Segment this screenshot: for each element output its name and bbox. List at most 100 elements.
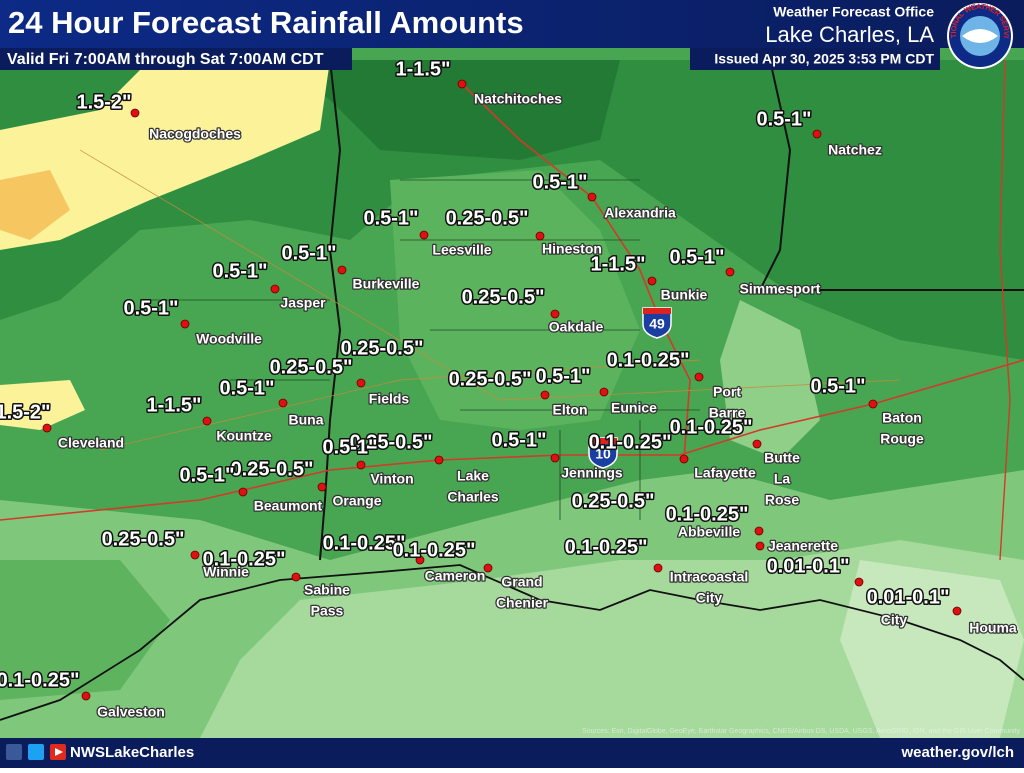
city-label: Buna xyxy=(289,412,324,428)
rainfall-label: 0.5-1" xyxy=(669,246,724,268)
rainfall-label: 0.5-1" xyxy=(322,436,377,458)
city-dot xyxy=(434,455,444,465)
city-label: Alexandria xyxy=(604,205,676,221)
rainfall-label: 0.5-1" xyxy=(281,242,336,264)
city-label: Chenier xyxy=(496,595,549,611)
city-label: Kountze xyxy=(216,428,271,444)
high-rain-area xyxy=(0,380,85,430)
coastline xyxy=(0,564,1024,721)
rainfall-label: 0.5-1" xyxy=(756,108,811,130)
city-dot xyxy=(356,460,366,470)
parish-boundary xyxy=(140,179,700,520)
rainfall-label: 0.5-1" xyxy=(532,171,587,193)
city-dot xyxy=(854,577,864,587)
city-label: Charles xyxy=(447,489,499,505)
highest-rain-area xyxy=(0,170,70,240)
rainfall-label: 0.01-0.1" xyxy=(867,586,950,608)
city-label: Burkeville xyxy=(353,276,420,292)
facebook-icon[interactable] xyxy=(6,744,22,760)
city-dot xyxy=(130,108,140,118)
city-dot xyxy=(535,231,545,241)
rainfall-label: 0.5-1" xyxy=(810,375,865,397)
city-label: Rouge xyxy=(880,431,924,447)
city-dot xyxy=(238,487,248,497)
interstate-shield xyxy=(589,438,617,444)
city-label: Pass xyxy=(311,603,344,619)
city-label: Lafayette xyxy=(694,465,756,481)
website[interactable]: weather.gov/lch xyxy=(900,744,1014,761)
city-label: Cameron xyxy=(425,568,486,584)
city-dot xyxy=(419,230,429,240)
city-dot xyxy=(755,541,765,551)
shield-number: 10 xyxy=(595,446,611,462)
rainfall-label: 0.25-0.5" xyxy=(270,356,353,378)
city-label: Bunkie xyxy=(661,287,708,303)
state-boundary xyxy=(319,59,342,561)
city-dot xyxy=(653,563,663,573)
twitter-icon[interactable] xyxy=(28,744,44,760)
rainfall-label: 0.1-0.25" xyxy=(323,532,406,554)
city-label: Houma xyxy=(969,620,1017,636)
city-dot xyxy=(599,387,609,397)
city-dot xyxy=(415,555,425,565)
city-label: Leesville xyxy=(432,242,491,258)
city-dot xyxy=(356,378,366,388)
lightest-rain-area xyxy=(840,560,1024,738)
city-label: Natchitoches xyxy=(474,91,562,107)
rainfall-label: 0.5-1" xyxy=(179,464,234,486)
moderate-rain-area xyxy=(0,560,170,700)
city-label: Abbeville xyxy=(678,524,740,540)
city-label: Hineston xyxy=(542,241,602,257)
city-label: City xyxy=(696,590,723,606)
city-label: Port xyxy=(713,384,741,400)
rainfall-label: 0.1-0.25" xyxy=(670,416,753,438)
heavy-rain-area xyxy=(280,60,620,160)
lightest-rain-area xyxy=(200,540,1024,738)
city-dot xyxy=(202,416,212,426)
rainfall-label: 0.5-1" xyxy=(491,429,546,451)
rainfall-label: 0.1-0.25" xyxy=(589,431,672,453)
city-dot xyxy=(587,192,597,202)
rainfall-label: 0.5-1" xyxy=(363,207,418,229)
rainfall-label: 0.25-0.5" xyxy=(231,458,314,480)
shield-number: 49 xyxy=(649,316,665,332)
rainfall-label: 0.25-0.5" xyxy=(350,431,433,453)
city-label: Sabine xyxy=(304,582,350,598)
rainfall-label: 1-1.5" xyxy=(590,253,645,275)
city-dot xyxy=(457,79,467,89)
city-label: Jasper xyxy=(280,295,326,311)
city-label: Lake xyxy=(457,468,489,484)
header-bar xyxy=(0,0,1024,48)
city-label: Winnie xyxy=(203,564,249,580)
city-label: Fields xyxy=(369,391,410,407)
city-label: Grand xyxy=(501,574,542,590)
city-label: Butte xyxy=(764,450,800,466)
rainfall-label: 0.25-0.5" xyxy=(449,368,532,390)
city-label: Intracoastal xyxy=(670,569,749,585)
rainfall-label: 0.5-1" xyxy=(535,365,590,387)
rainfall-label: 0.25-0.5" xyxy=(102,528,185,550)
valid-period: Valid Fri 7:00AM through Sat 7:00AM CDT xyxy=(7,51,324,68)
rainfall-label: 0.1-0.25" xyxy=(0,669,79,691)
office: Weather Forecast Office xyxy=(773,4,934,20)
rainfall-label: 0.1-0.25" xyxy=(666,503,749,525)
city-label: Elton xyxy=(553,402,588,418)
city-label: Natchez xyxy=(828,142,882,158)
social-handle[interactable]: NWSLakeCharles xyxy=(70,744,194,761)
city-dot xyxy=(337,265,347,275)
map-credit: Sources: Esri, DigitalGlobe, GeoEye, Ear… xyxy=(582,728,1021,735)
city-dot xyxy=(317,482,327,492)
city-dot xyxy=(694,372,704,382)
moderate-rain-area xyxy=(390,170,640,430)
city-dot xyxy=(540,390,550,400)
interstate xyxy=(461,83,691,460)
city-dot xyxy=(550,309,560,319)
city-label: Jeanerette xyxy=(768,538,838,554)
city-dot xyxy=(190,550,200,560)
city-dot xyxy=(647,276,657,286)
city-dot xyxy=(754,526,764,536)
city-dot xyxy=(550,453,560,463)
rainfall-label: 0.1-0.25" xyxy=(607,349,690,371)
valid-bar xyxy=(0,48,352,70)
city-label: Rose xyxy=(765,492,799,508)
